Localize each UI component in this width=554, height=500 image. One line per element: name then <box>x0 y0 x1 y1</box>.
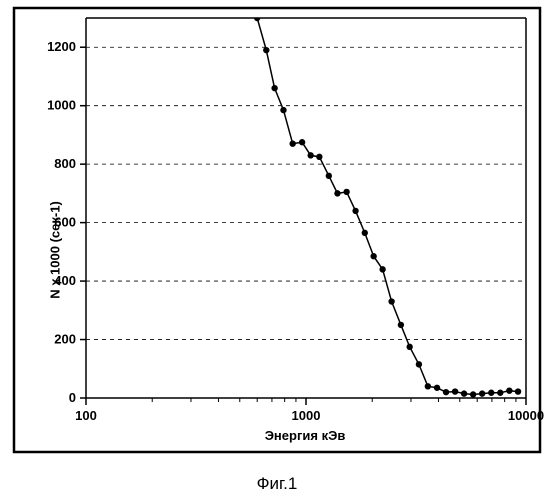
data-point <box>263 47 269 53</box>
x-tick-label: 1000 <box>292 408 321 423</box>
data-point <box>398 322 404 328</box>
data-point <box>506 387 512 393</box>
data-point <box>379 266 385 272</box>
chart-svg: 100100010000020040060080010001200 <box>0 0 554 460</box>
y-tick-label: 0 <box>69 390 76 405</box>
figure-container: 100100010000020040060080010001200 N x 10… <box>0 0 554 500</box>
data-point <box>416 361 422 367</box>
data-point <box>388 298 394 304</box>
data-point <box>443 389 449 395</box>
data-point <box>461 390 467 396</box>
x-tick-label: 100 <box>75 408 97 423</box>
data-point <box>362 230 368 236</box>
data-point <box>299 139 305 145</box>
data-point <box>497 390 503 396</box>
data-point <box>452 388 458 394</box>
data-point <box>280 107 286 113</box>
data-point <box>352 208 358 214</box>
y-tick-label: 1000 <box>47 98 76 113</box>
y-tick-label: 800 <box>54 156 76 171</box>
data-point <box>488 390 494 396</box>
figure-caption: Фиг.1 <box>0 474 554 494</box>
x-axis-label: Энергия кЭв <box>86 428 524 443</box>
data-point <box>434 385 440 391</box>
data-point <box>326 173 332 179</box>
y-tick-label: 1200 <box>47 39 76 54</box>
data-point <box>470 391 476 397</box>
data-point <box>316 154 322 160</box>
y-axis-label: N x 1000 (сек-1) <box>47 201 62 299</box>
data-point <box>289 140 295 146</box>
data-point <box>271 85 277 91</box>
data-point <box>307 152 313 158</box>
data-point <box>479 390 485 396</box>
data-point <box>425 383 431 389</box>
x-tick-label: 10000 <box>508 408 544 423</box>
plot-area <box>86 18 526 398</box>
data-point <box>343 189 349 195</box>
data-point <box>370 253 376 259</box>
data-point <box>406 344 412 350</box>
data-point <box>515 388 521 394</box>
data-point <box>334 190 340 196</box>
y-tick-label: 200 <box>54 332 76 347</box>
